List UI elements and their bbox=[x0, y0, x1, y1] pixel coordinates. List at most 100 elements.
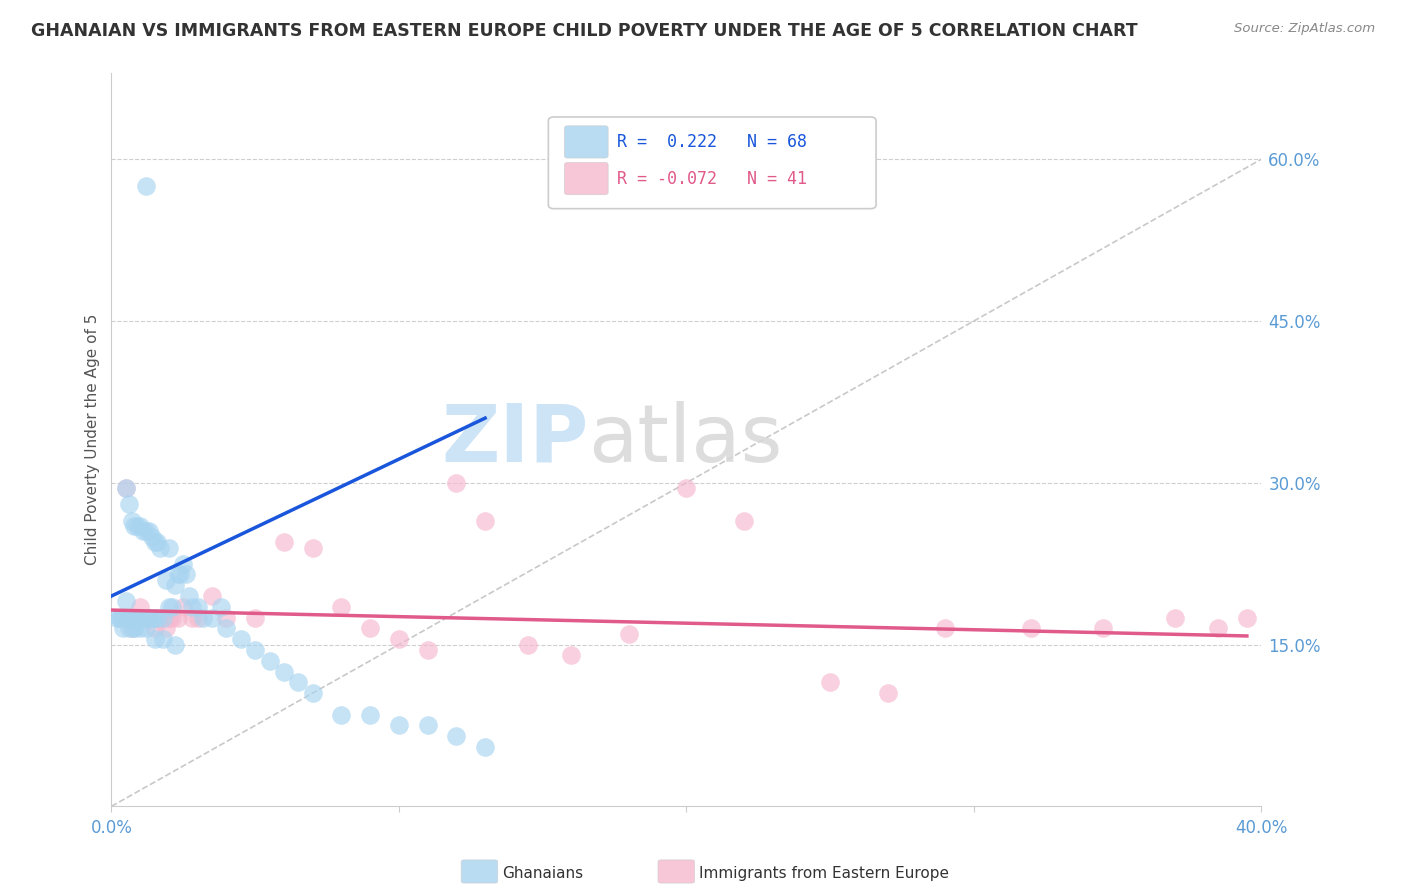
Point bbox=[114, 610, 136, 624]
Point bbox=[121, 514, 143, 528]
Point bbox=[180, 610, 202, 624]
Point bbox=[474, 739, 496, 754]
Point bbox=[388, 632, 411, 647]
Point bbox=[172, 599, 194, 614]
Point bbox=[118, 497, 141, 511]
Point bbox=[141, 530, 163, 544]
Point bbox=[138, 610, 160, 624]
Point bbox=[215, 621, 238, 635]
Text: atlas: atlas bbox=[589, 401, 783, 479]
Point bbox=[135, 621, 157, 635]
Point bbox=[129, 610, 152, 624]
Point bbox=[121, 610, 143, 624]
Point bbox=[273, 535, 295, 549]
Point bbox=[416, 718, 439, 732]
Point bbox=[359, 621, 381, 635]
Y-axis label: Child Poverty Under the Age of 5: Child Poverty Under the Age of 5 bbox=[86, 314, 100, 566]
Point bbox=[127, 610, 149, 624]
Point bbox=[124, 519, 146, 533]
Text: Ghanaians: Ghanaians bbox=[502, 866, 583, 880]
Point bbox=[146, 535, 169, 549]
Point bbox=[301, 541, 323, 555]
Point bbox=[105, 610, 128, 624]
Point bbox=[193, 610, 215, 624]
Point bbox=[187, 610, 209, 624]
Point bbox=[560, 648, 582, 663]
Point bbox=[416, 643, 439, 657]
Point bbox=[149, 541, 172, 555]
Point bbox=[143, 535, 166, 549]
Point bbox=[201, 589, 224, 603]
Point bbox=[135, 610, 157, 624]
Point bbox=[135, 524, 157, 539]
Point bbox=[157, 599, 180, 614]
Point bbox=[127, 610, 149, 624]
Point bbox=[111, 621, 134, 635]
Point bbox=[157, 541, 180, 555]
Point bbox=[172, 557, 194, 571]
Point bbox=[166, 567, 188, 582]
Point bbox=[733, 514, 755, 528]
Point bbox=[129, 621, 152, 635]
Point bbox=[152, 632, 174, 647]
Point bbox=[163, 638, 186, 652]
Point bbox=[132, 610, 155, 624]
Point bbox=[160, 610, 183, 624]
Point bbox=[446, 475, 468, 490]
Point bbox=[111, 610, 134, 624]
Point bbox=[675, 481, 697, 495]
Point bbox=[273, 665, 295, 679]
Point bbox=[108, 610, 131, 624]
Point bbox=[1019, 621, 1042, 635]
Point bbox=[301, 686, 323, 700]
Point bbox=[474, 514, 496, 528]
Text: R = -0.072   N = 41: R = -0.072 N = 41 bbox=[617, 169, 807, 187]
Point bbox=[135, 179, 157, 194]
Point bbox=[132, 524, 155, 539]
Point bbox=[143, 610, 166, 624]
Point bbox=[155, 573, 177, 587]
Point bbox=[330, 599, 353, 614]
Text: Source: ZipAtlas.com: Source: ZipAtlas.com bbox=[1234, 22, 1375, 36]
Point bbox=[132, 610, 155, 624]
Point bbox=[517, 638, 540, 652]
Point bbox=[1164, 610, 1187, 624]
Point bbox=[446, 729, 468, 743]
Point bbox=[330, 707, 353, 722]
Point bbox=[229, 632, 252, 647]
Point bbox=[114, 594, 136, 608]
Point bbox=[287, 675, 309, 690]
Point bbox=[177, 589, 200, 603]
Point bbox=[259, 654, 281, 668]
Point bbox=[118, 621, 141, 635]
Point bbox=[146, 610, 169, 624]
Point bbox=[124, 621, 146, 635]
FancyBboxPatch shape bbox=[564, 126, 609, 158]
Point bbox=[129, 599, 152, 614]
Point bbox=[1092, 621, 1115, 635]
Point bbox=[138, 524, 160, 539]
Point bbox=[359, 707, 381, 722]
Point bbox=[876, 686, 898, 700]
Point bbox=[160, 599, 183, 614]
Text: ZIP: ZIP bbox=[441, 401, 589, 479]
Point bbox=[388, 718, 411, 732]
Point bbox=[1206, 621, 1229, 635]
Point bbox=[155, 621, 177, 635]
Point bbox=[187, 599, 209, 614]
Point bbox=[124, 621, 146, 635]
Point bbox=[209, 599, 232, 614]
Point bbox=[129, 610, 152, 624]
Point bbox=[118, 610, 141, 624]
Point bbox=[215, 610, 238, 624]
Point bbox=[141, 610, 163, 624]
Point bbox=[166, 610, 188, 624]
FancyBboxPatch shape bbox=[548, 117, 876, 209]
Point bbox=[121, 621, 143, 635]
Point bbox=[114, 481, 136, 495]
Point bbox=[129, 519, 152, 533]
Point bbox=[163, 578, 186, 592]
Point bbox=[243, 610, 266, 624]
Point bbox=[174, 567, 197, 582]
Point bbox=[143, 632, 166, 647]
